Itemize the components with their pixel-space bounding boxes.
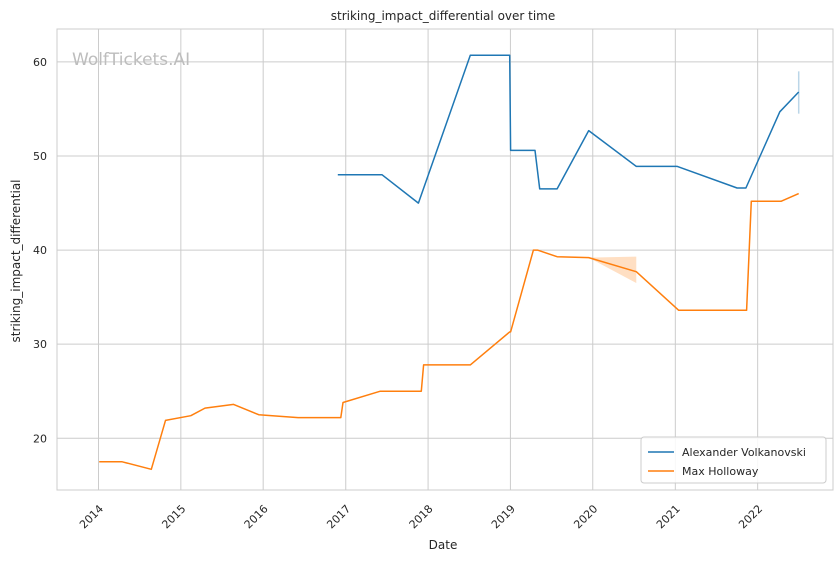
series-lines [99,54,800,471]
series-line-max-holloway [99,192,800,471]
band-max-holloway [588,256,637,284]
x-tick-label-2022: 2022 [736,502,765,531]
x-tick-labels: 2014 2015 2016 2017 2018 2019 2020 2021 2022 [77,502,765,531]
legend: Alexander Volkanovski Max Holloway [640,436,827,484]
y-tick-label-50: 50 [33,150,47,163]
plot-frame [56,28,834,491]
axes-frame [56,28,834,491]
x-tick-label-2014: 2014 [77,502,106,531]
x-tick-label-2020: 2020 [571,502,600,531]
x-axis-label: Date [429,538,458,552]
legend-label-holloway: Max Holloway [682,465,759,478]
x-tick-label-2015: 2015 [159,502,188,531]
x-tick-label-2019: 2019 [489,502,518,531]
watermark-text: WolfTickets.AI [72,50,190,70]
y-tick-label-20: 20 [33,432,47,445]
series-line-alexander-volkanovski [337,54,800,204]
confidence-bands [588,71,800,284]
y-tick-label-60: 60 [33,56,47,69]
x-tick-label-2018: 2018 [407,502,436,531]
y-axis-label: striking_impact_differential [9,179,23,342]
y-tick-labels: 20 30 40 50 60 [33,56,47,445]
grid-lines [57,29,833,490]
chart-title: striking_impact_differential over time [331,9,556,23]
legend-box [640,436,827,484]
legend-label-volkanovski: Alexander Volkanovski [682,446,806,459]
y-tick-label-30: 30 [33,338,47,351]
y-tick-label-40: 40 [33,244,47,257]
x-tick-label-2016: 2016 [242,502,271,531]
x-tick-label-2021: 2021 [654,502,683,531]
x-tick-label-2017: 2017 [324,502,353,531]
